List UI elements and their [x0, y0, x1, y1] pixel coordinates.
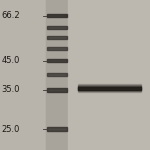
Bar: [78, 87, 141, 90]
Bar: [78, 85, 141, 91]
Bar: [47, 59, 67, 62]
Bar: [68, 0, 150, 150]
Text: 25.0: 25.0: [2, 125, 20, 134]
Text: 45.0: 45.0: [2, 56, 20, 65]
Bar: [47, 88, 67, 92]
Text: 66.2: 66.2: [2, 11, 20, 20]
Text: 35.0: 35.0: [2, 85, 20, 94]
Bar: [47, 26, 67, 29]
Bar: [47, 128, 67, 131]
Bar: [47, 47, 67, 50]
Bar: [46, 0, 68, 150]
Bar: [47, 73, 67, 76]
Bar: [46, 0, 150, 150]
Bar: [47, 36, 67, 39]
Bar: [78, 84, 141, 92]
Bar: [47, 14, 67, 17]
Bar: [78, 86, 141, 90]
